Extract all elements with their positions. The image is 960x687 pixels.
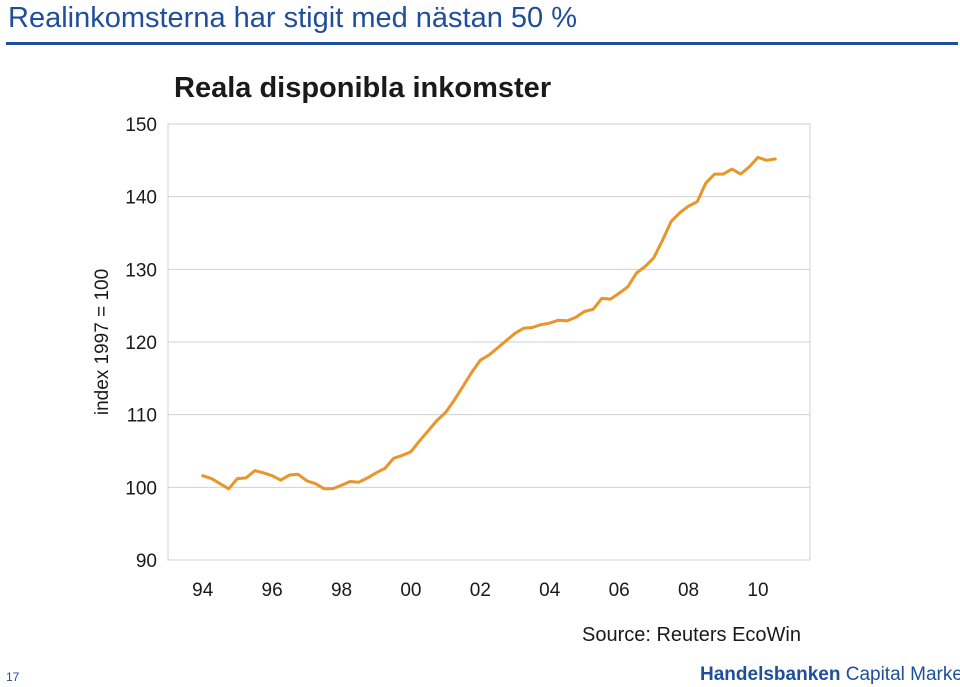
x-tick-label: 02 xyxy=(470,580,491,601)
y-tick-label: 130 xyxy=(125,260,157,281)
y-tick-label: 90 xyxy=(136,551,157,572)
brand-name: Handelsbanken xyxy=(700,664,841,685)
plot-area xyxy=(167,123,811,561)
x-tick-label: 98 xyxy=(331,580,352,601)
x-axis-tick-labels: 94 96 98 00 02 04 06 08 10 xyxy=(192,580,768,601)
chart-title: Reala disponibla inkomster xyxy=(174,72,552,104)
y-tick-label: 120 xyxy=(125,333,157,354)
x-tick-label: 08 xyxy=(678,580,699,601)
y-tick-label: 100 xyxy=(125,478,157,499)
brand-logo: Handelsbanken Capital Markets xyxy=(700,664,960,686)
x-tick-label: 04 xyxy=(539,580,561,601)
x-tick-label: 00 xyxy=(400,580,421,601)
x-tick-label: 10 xyxy=(747,580,768,601)
page-number: 17 xyxy=(6,670,20,684)
x-tick-label: 06 xyxy=(609,580,630,601)
source-note: Source: Reuters EcoWin xyxy=(582,624,801,646)
y-axis-label: index 1997 = 100 xyxy=(92,269,113,415)
title-rule xyxy=(6,42,958,45)
y-tick-label: 140 xyxy=(125,188,157,209)
y-tick-label: 150 xyxy=(125,115,157,136)
y-tick-label: 110 xyxy=(127,406,157,427)
brand-suffix: Capital Markets xyxy=(845,664,960,685)
x-tick-label: 96 xyxy=(262,580,283,601)
y-axis-tick-labels: 90 100 110 120 130 140 150 xyxy=(125,115,157,572)
x-tick-label: 94 xyxy=(192,580,214,601)
slide-title: Realinkomsterna har stigit med nästan 50… xyxy=(8,2,578,34)
series-line xyxy=(201,155,777,491)
grid-lines xyxy=(168,196,810,488)
